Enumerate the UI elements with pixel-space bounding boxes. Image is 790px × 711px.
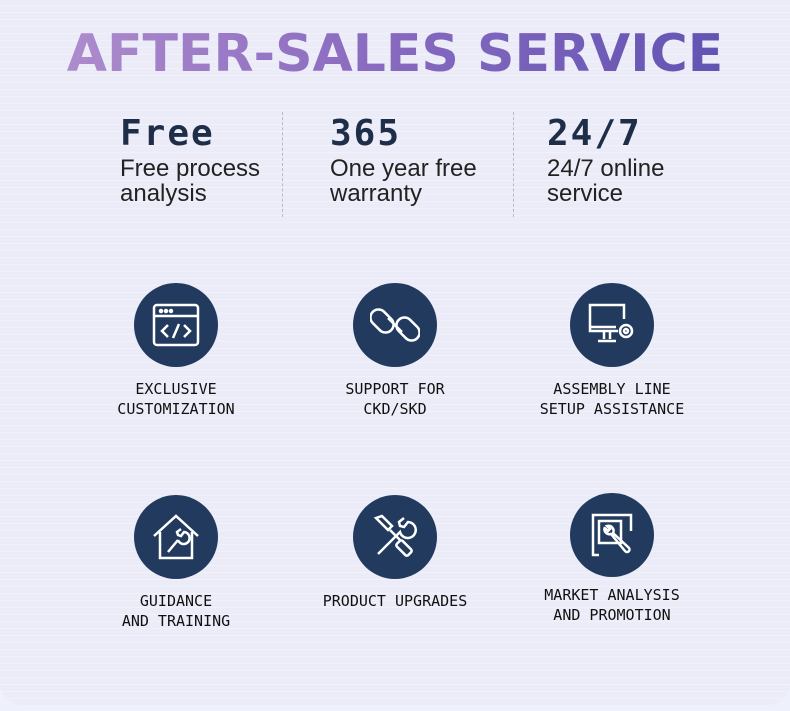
service-label: SETUP ASSISTANCE	[539, 400, 685, 418]
service-support-ckd-skd: SUPPORT FOR CKD/SKD	[285, 283, 505, 419]
stat-365: 365 One year free warranty	[330, 112, 477, 206]
service-label: EXCLUSIVE	[135, 380, 217, 398]
frame-wrench-icon	[570, 493, 654, 577]
service-market-analysis: MARKET ANALYSIS AND PROMOTION	[502, 493, 722, 625]
service-label: AND PROMOTION	[553, 606, 671, 624]
service-label: AND TRAINING	[121, 612, 231, 630]
stat-desc-line: One year free	[330, 155, 477, 182]
stat-24-7: 24/7 24/7 online service	[547, 112, 664, 206]
stat-desc-line: Free process	[120, 155, 261, 182]
tools-icon	[353, 495, 437, 579]
page-title: AFTER-SALES SERVICE	[0, 24, 790, 84]
service-product-upgrades: PRODUCT UPGRADES	[285, 495, 505, 611]
stat-desc-line: analysis	[120, 180, 207, 207]
divider	[282, 112, 283, 217]
service-label: GUIDANCE	[139, 592, 213, 610]
stat-desc-line: 24/7 online	[547, 155, 665, 182]
service-assembly-line-setup: ASSEMBLY LINE SETUP ASSISTANCE	[502, 283, 722, 419]
chain-link-icon	[353, 283, 437, 367]
stat-desc-line: service	[547, 180, 624, 207]
service-guidance-training: GUIDANCE AND TRAINING	[66, 495, 286, 631]
service-exclusive-customization: EXCLUSIVE CUSTOMIZATION	[66, 283, 286, 419]
service-label: CKD/SKD	[363, 400, 427, 418]
service-label: ASSEMBLY LINE	[553, 380, 671, 398]
stat-value: 365	[330, 113, 402, 154]
stat-free: Free Free process analysis	[120, 112, 260, 206]
service-label: CUSTOMIZATION	[117, 400, 235, 418]
code-window-icon	[134, 283, 218, 367]
divider	[513, 112, 514, 217]
stat-value: Free	[120, 113, 215, 154]
service-label: SUPPORT FOR	[345, 380, 445, 398]
stat-desc-line: warranty	[330, 180, 423, 207]
monitor-gear-icon	[570, 283, 654, 367]
service-label: MARKET ANALYSIS	[544, 586, 680, 604]
house-wrench-icon	[134, 495, 218, 579]
stat-value: 24/7	[547, 113, 642, 154]
service-label: PRODUCT UPGRADES	[322, 592, 468, 610]
